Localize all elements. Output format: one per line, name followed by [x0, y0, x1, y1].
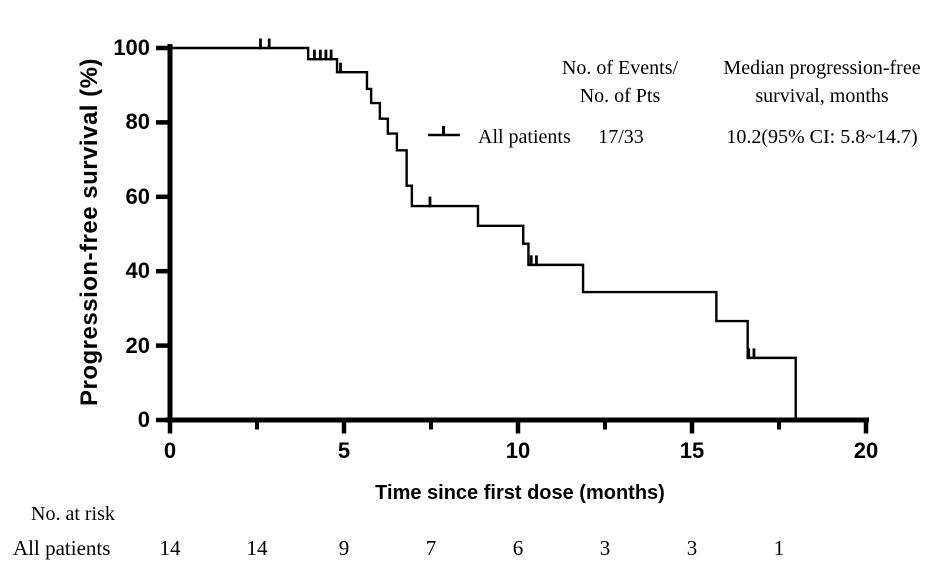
y-tick-label: 100 [113, 35, 150, 60]
legend-events-header-line1: No. of Events/ [561, 57, 679, 79]
legend-median-header: Median progression-free survival, months [702, 54, 931, 110]
at-risk-count: 6 [512, 536, 524, 560]
legend-events-value: 17/33 [598, 126, 644, 148]
y-tick-label: 20 [125, 332, 150, 358]
y-axis-title: Progression-free survival (%) [76, 58, 103, 406]
at-risk-count: 14 [246, 536, 268, 560]
at-risk-count: 3 [686, 536, 698, 560]
legend-events-header-line2: No. of Pts [579, 85, 661, 107]
x-tick-label: 10 [505, 438, 531, 463]
y-tick-label: 40 [125, 258, 150, 284]
legend-median-header-line2: survival, months [755, 85, 889, 107]
legend-events-header: No. of Events/ No. of Pts [530, 54, 710, 110]
y-tick-label: 80 [125, 109, 150, 135]
legend-median-header-line1: Median progression-free [723, 57, 921, 79]
x-tick-label: 5 [337, 438, 351, 463]
y-tick-label: 0 [137, 407, 150, 432]
legend-series-label: All patients [478, 126, 571, 148]
y-tick-label: 60 [125, 183, 150, 209]
x-tick-label: 15 [679, 438, 705, 463]
at-risk-title: No. at risk [31, 503, 115, 525]
at-risk-count: 14 [159, 536, 181, 560]
x-tick-label: 20 [853, 438, 879, 463]
at-risk-row-label: All patients [13, 536, 111, 560]
legend-median-value: 10.2(95% CI: 5.8~14.7) [726, 126, 918, 148]
at-risk-count: 1 [773, 536, 785, 560]
at-risk-count: 3 [599, 536, 611, 560]
at-risk-count: 7 [425, 536, 437, 560]
at-risk-count: 9 [338, 536, 350, 560]
x-axis-title: Time since first dose (months) [375, 482, 665, 504]
km-step-curve [170, 46, 797, 420]
x-tick-label: 0 [163, 438, 177, 463]
